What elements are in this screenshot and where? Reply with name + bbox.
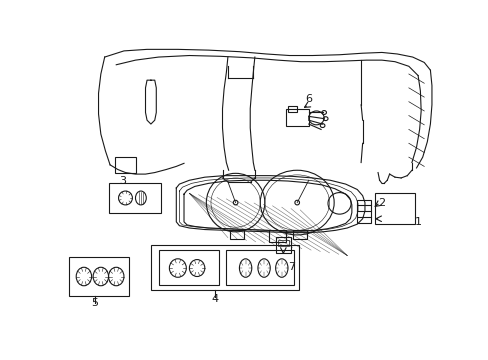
Bar xyxy=(285,109,308,126)
Text: 1: 1 xyxy=(414,217,421,227)
Bar xyxy=(108,183,161,213)
Bar xyxy=(68,257,128,296)
Bar xyxy=(277,239,288,247)
Bar xyxy=(357,199,370,222)
Text: 7: 7 xyxy=(287,261,295,271)
Bar xyxy=(230,230,244,239)
Text: 2: 2 xyxy=(378,198,385,208)
Bar xyxy=(226,249,293,285)
Bar xyxy=(151,245,298,289)
Text: 3: 3 xyxy=(119,176,125,186)
Bar xyxy=(293,230,306,239)
Bar xyxy=(158,249,218,285)
Ellipse shape xyxy=(294,200,299,205)
Bar xyxy=(268,230,285,242)
Text: 6: 6 xyxy=(305,94,312,104)
Bar xyxy=(115,157,136,172)
Bar xyxy=(275,237,290,253)
Bar xyxy=(287,106,297,112)
Ellipse shape xyxy=(233,200,238,205)
Bar xyxy=(374,193,414,224)
Text: 5: 5 xyxy=(91,298,98,309)
Text: 4: 4 xyxy=(211,294,218,304)
